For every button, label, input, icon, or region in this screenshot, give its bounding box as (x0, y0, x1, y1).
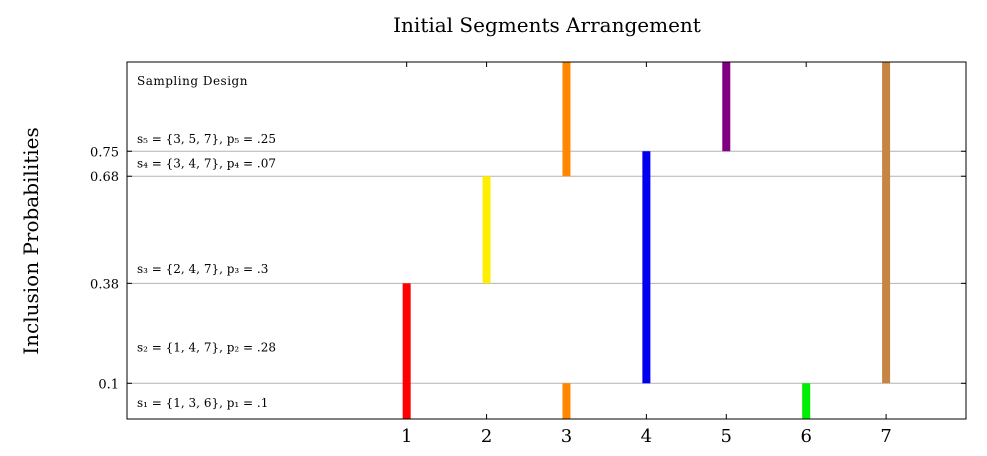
x-tick-label: 5 (721, 426, 732, 447)
x-tick-label: 3 (561, 426, 572, 447)
x-ticks: 1 2 3 4 5 6 7 (401, 62, 892, 447)
sample-label: s₁ = {1, 3, 6}, p₁ = .1 (137, 396, 268, 410)
sample-label: s₅ = {3, 5, 7}, p₅ = .25 (137, 132, 276, 146)
x-tick-label: 2 (481, 426, 492, 447)
sampling-design-label: Sampling Design (137, 74, 248, 88)
segment-bar (562, 62, 571, 177)
segment-bar (802, 383, 811, 419)
segment-bar (882, 62, 891, 384)
sample-annotations: Sampling Design s₁ = {1, 3, 6}, p₁ = .1 s… (137, 74, 276, 410)
segment-bar (642, 151, 651, 384)
segment-bar (402, 283, 411, 419)
x-tick-label: 6 (800, 426, 811, 447)
sample-label: s₄ = {3, 4, 7}, p₄ = .07 (137, 157, 276, 171)
segments (402, 62, 891, 419)
x-tick-label: 4 (641, 426, 652, 447)
y-tick-label: 0.1 (98, 377, 119, 392)
plot-frame (126, 61, 967, 420)
y-axis-label: Inclusion Probabilities (19, 127, 43, 355)
y-tick-label: 0.68 (90, 170, 119, 185)
grid-lines (127, 150, 966, 384)
y-tick-label: 0.75 (90, 145, 119, 160)
x-tick-label: 7 (880, 426, 891, 447)
x-tick-label: 1 (401, 426, 412, 447)
chart-title: Initial Segments Arrangement (393, 13, 701, 37)
segment-bar (482, 176, 491, 284)
sample-label: s₃ = {2, 4, 7}, p₃ = .3 (137, 262, 268, 276)
y-ticks: 0.1 0.38 0.68 0.75 (90, 145, 966, 392)
segment-bar (562, 383, 571, 419)
segment-bar (722, 62, 731, 152)
sample-label: s₂ = {1, 4, 7}, p₂ = .28 (137, 341, 276, 355)
y-tick-label: 0.38 (90, 277, 119, 292)
